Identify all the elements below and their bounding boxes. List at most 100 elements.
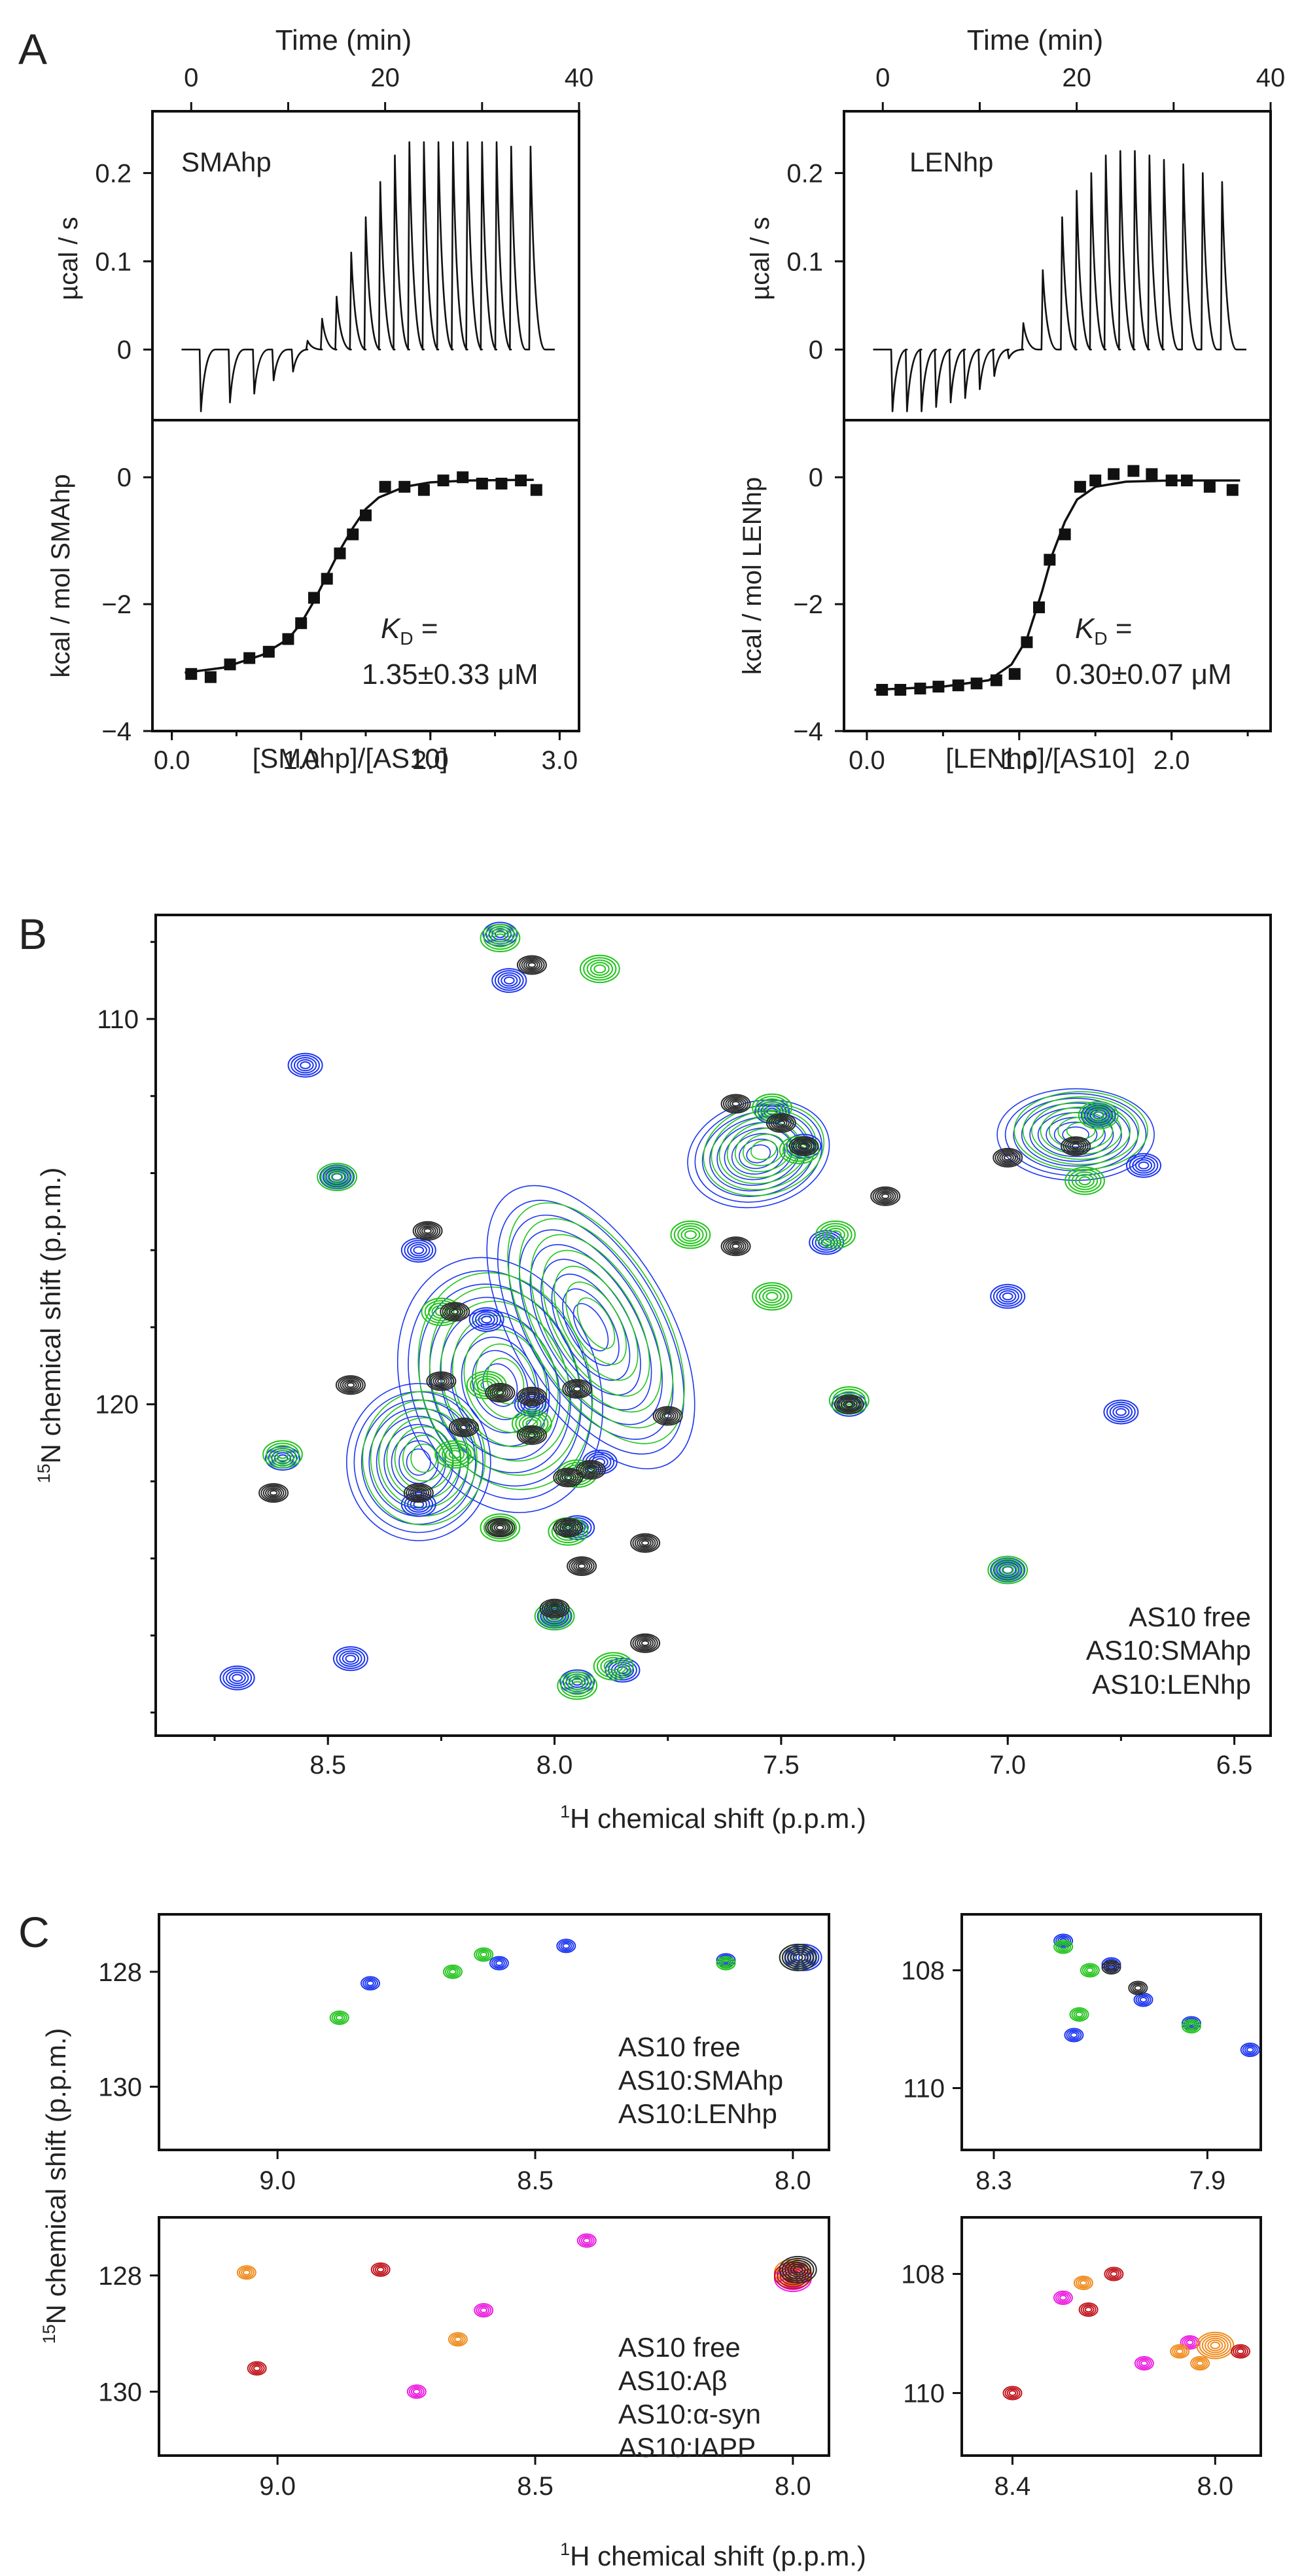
hsqc-b-peak <box>634 1535 656 1550</box>
hsqc-b-peak <box>542 1607 567 1625</box>
hsqc-b-envelope-blue <box>739 1138 779 1170</box>
panel-c-peak <box>1002 2386 1023 2401</box>
panel-c-peak <box>412 2388 421 2395</box>
panel-c-contours <box>329 1939 822 2025</box>
hsqc-b-peak <box>593 964 607 974</box>
itc-ratio-x-tick-label: 0.0 <box>154 746 190 775</box>
hsqc-b-peak <box>496 1524 504 1531</box>
hsqc-b-peak <box>481 1315 493 1324</box>
hsqc-b-peak <box>277 1454 289 1463</box>
hsqc-b-peak <box>325 1168 349 1185</box>
hsqc-b-peak <box>777 1120 786 1126</box>
panel-c-peak <box>452 2334 464 2344</box>
hsqc-b-peak <box>731 1243 740 1249</box>
hsqc-b-peak <box>489 1520 511 1535</box>
itc-data-point <box>347 528 359 541</box>
hsqc-b-peak <box>258 1483 289 1503</box>
panel-c-peak <box>1053 1939 1074 1954</box>
itc-data-point <box>1146 468 1158 480</box>
itc-data-point <box>1165 474 1178 487</box>
hsqc-b-peak <box>449 1418 479 1437</box>
hsqc-b-peak <box>459 1424 468 1431</box>
hsqc-b-peak <box>677 1225 704 1244</box>
panel-c-contours <box>1053 1933 1260 2057</box>
hsqc-b-peak <box>523 1391 540 1403</box>
itc-data-point <box>1044 554 1056 566</box>
panel-c-peak <box>1190 2356 1210 2370</box>
panel-c-peak <box>445 1966 461 1978</box>
itc-data-point <box>1108 468 1120 480</box>
itc-data-point <box>243 652 256 664</box>
hsqc-b-peak <box>450 1309 459 1315</box>
hsqc-b-peak <box>404 1240 434 1261</box>
panel-c-peak <box>241 2268 253 2278</box>
itc-binding-y-tick-label: −2 <box>793 590 823 619</box>
hsqc-b-peak <box>437 1378 446 1384</box>
hsqc-b-peak <box>1109 1403 1133 1421</box>
hsqc-b-peak <box>845 1401 854 1408</box>
panel-c-peak <box>1082 1964 1098 1977</box>
c-xlabel: 1H chemical shift (p.p.m.) <box>560 2539 866 2571</box>
hsqc-b-peak <box>569 1383 586 1395</box>
itc-data-point <box>932 681 945 693</box>
hsqc-b-peak <box>731 1101 740 1107</box>
hsqc-b-peak <box>607 1662 620 1671</box>
hsqc-b-peak <box>765 1291 779 1301</box>
hsqc-b-peak <box>262 1440 303 1469</box>
hsqc-b-peak <box>323 1168 351 1187</box>
hsqc-b-legend-free: AS10 free <box>1129 1601 1251 1632</box>
hsqc-b-ylabel: 15N chemical shift (p.p.m.) <box>34 1168 66 1484</box>
hsqc-b-envelope-blue <box>461 1336 539 1434</box>
panel-c-peak <box>1075 2011 1083 2018</box>
hsqc-b-peak <box>834 1394 864 1414</box>
hsqc-b-peak <box>652 1406 683 1426</box>
hsqc-b-peak <box>527 962 537 968</box>
itc-lenhp-ratio-label: [LENhp]/[AS10] <box>945 743 1135 774</box>
panel-c-peak <box>1140 2360 1148 2367</box>
hsqc-b-peak <box>569 1558 595 1575</box>
hsqc-b-peak <box>657 1408 679 1423</box>
hsqc-b-peak <box>788 1136 819 1156</box>
panel-c-peak <box>582 2238 591 2244</box>
hsqc-b-peak <box>519 1426 545 1444</box>
hsqc-b-peak <box>1064 1166 1105 1195</box>
hsqc-b-peak <box>413 1246 425 1255</box>
hsqc-b-peak <box>755 1096 789 1120</box>
panel-c-peak <box>448 2332 468 2347</box>
hsqc-b-peak <box>515 1412 549 1436</box>
panel-c-peak <box>1196 2360 1204 2367</box>
panel-c-peak <box>1237 2348 1244 2355</box>
hsqc-b-peak <box>655 1407 681 1425</box>
hsqc-b-envelope-blue <box>353 1391 484 1533</box>
panel-c-peak <box>491 1957 507 1969</box>
hsqc-b-peak <box>1064 1139 1087 1153</box>
hsqc-b-envelope-green <box>1022 1096 1140 1166</box>
hsqc-b-peak <box>496 1389 504 1396</box>
panel-c-peak <box>1053 1933 1074 1948</box>
panel-c-peak <box>247 2361 267 2376</box>
panel-c-peak <box>1170 2344 1190 2359</box>
hsqc-b-peak <box>680 1228 701 1242</box>
hsqc-b-envelope-blue <box>746 1144 771 1164</box>
panel-c-peak <box>784 2260 812 2280</box>
hsqc-b-peak <box>670 1220 711 1249</box>
itc-data-point <box>282 633 294 645</box>
itc-ratio-x-tick-label: 0.0 <box>849 746 885 775</box>
hsqc-b-peak <box>998 1563 1018 1577</box>
panel-c-peak <box>1188 2023 1195 2030</box>
hsqc-b-envelope-blue <box>396 1257 603 1513</box>
hsqc-b-peak <box>632 1634 658 1652</box>
hsqc-b-peak <box>1112 1406 1130 1418</box>
hsqc-b-peak <box>344 1380 357 1389</box>
c-bl-legend-asyn: AS10:α-syn <box>618 2399 761 2429</box>
hsqc-b-peak <box>575 1562 588 1571</box>
panel-c-peak <box>454 2336 462 2342</box>
panel-label-a: A <box>18 25 47 73</box>
hsqc-b-peak <box>1063 1137 1089 1155</box>
itc-data-point <box>398 480 411 493</box>
nmr-x-tick-label: 9.0 <box>259 2472 296 2501</box>
hsqc-b-peak <box>559 1522 577 1533</box>
hsqc-b-peak <box>491 968 527 993</box>
hsqc-b-peak <box>999 1290 1017 1303</box>
panel-c-peak <box>406 2384 427 2399</box>
